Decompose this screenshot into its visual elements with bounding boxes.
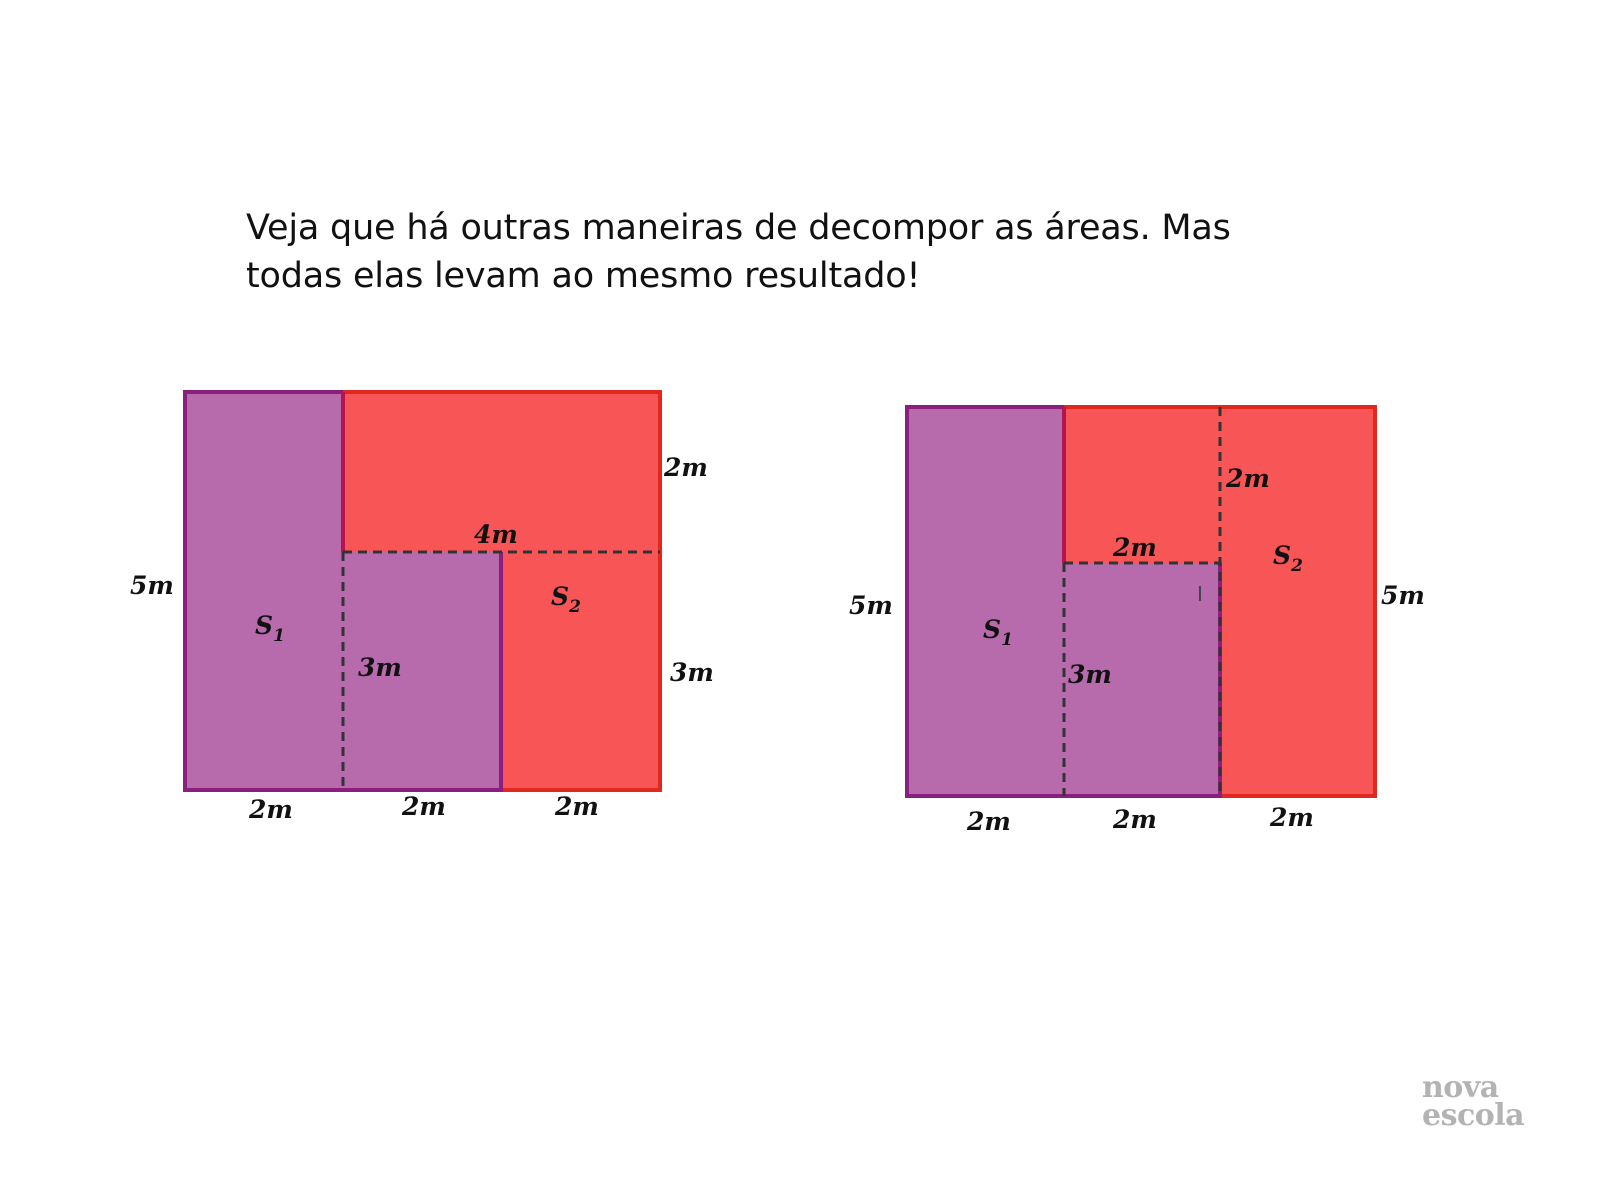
left-s2-upper-region [343,392,660,552]
left-label-bottom-2m-3: 2m [554,792,599,821]
left-label-s1-letter: S [255,611,273,640]
left-label-s2-subscript: 2 [568,597,581,617]
right-s1-lower-region [1064,563,1220,796]
diagram-left: 5m 2m 4m 3m 3m 2m 2m 2m S1 S2 [130,390,714,824]
left-s2-outline [343,390,662,792]
right-label-s1: S1 [983,615,1013,650]
intro-line-1: Veja que há outras maneiras de decompor … [246,208,1231,248]
right-s2-column-region [1220,407,1375,796]
right-label-s2-subscript: 2 [1290,556,1303,576]
left-label-s1-subscript: 1 [273,626,285,646]
right-label-left-5m: 5m [849,591,893,620]
right-label-right-5m: 5m [1381,581,1425,610]
right-label-bottom-2m-2: 2m [1112,805,1157,834]
left-label-s1: S1 [255,611,285,646]
logo-line-1: nova [1422,1070,1499,1105]
intro-text: Veja que há outras maneiras de decompor … [246,204,1406,300]
left-label-5m: 5m [130,571,174,600]
right-label-inner-3m: 3m [1068,660,1112,689]
left-label-bottom-2m-1: 2m [248,795,293,824]
right-label-s2-letter: S [1273,541,1291,570]
left-label-inner-3m: 3m [358,653,402,682]
left-s1-region [185,392,343,790]
logo-line-2: escola [1422,1098,1525,1133]
left-label-top-right-2m: 2m [663,453,708,482]
right-label-s2: S2 [1273,541,1303,576]
intro-line-2: todas elas levam ao mesmo resultado! [246,256,921,296]
right-label-s1-subscript: 1 [1001,630,1013,650]
right-label-s1-letter: S [983,615,1001,644]
left-label-bottom-2m-2: 2m [401,792,446,821]
left-s2-lower-region [501,552,660,790]
left-label-s2: S2 [551,582,581,617]
left-label-4m: 4m [474,520,518,549]
right-label-upper-2m: 2m [1225,464,1270,493]
right-cursor-mark: I [1197,582,1203,606]
left-label-right-3m: 3m [670,658,714,687]
right-label-bottom-2m-1: 2m [966,807,1011,836]
left-label-s2-letter: S [551,582,569,611]
right-label-bottom-2m-3: 2m [1269,803,1314,832]
right-label-inner-2m: 2m [1112,533,1157,562]
left-s1-lower-region [343,552,501,790]
right-s2-upper-region [1064,407,1220,563]
nova-escola-logo: nova escola [1422,1070,1542,1133]
right-s1-outline [905,405,1222,798]
right-s1-region [907,407,1064,796]
left-s1-outline [183,390,503,792]
diagram-right: 5m 5m 2m 2m 3m 2m 2m 2m S1 S2 I [849,405,1425,836]
